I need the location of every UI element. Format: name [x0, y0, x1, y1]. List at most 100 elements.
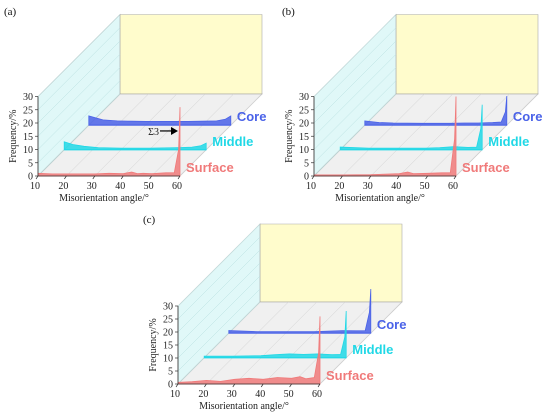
x-tick: [232, 383, 236, 388]
side-gridline: [37, 40, 121, 124]
x-tick-label: 50: [420, 181, 430, 192]
floor-gridline: [342, 93, 425, 177]
side-gridline: [313, 67, 397, 150]
floor-gridline: [151, 93, 234, 177]
panel-label: (c): [143, 214, 156, 226]
floor-gridline: [66, 93, 149, 177]
y-tick-label: 30: [23, 92, 33, 103]
series-area-surface: [313, 96, 457, 177]
x-tick: [396, 175, 400, 180]
x-tick: [177, 175, 181, 180]
side-gridline: [177, 301, 261, 385]
side-gridline: [177, 236, 261, 320]
side-gridline: [313, 93, 397, 177]
side-gridline: [37, 27, 121, 110]
floor-gridline: [455, 93, 539, 177]
x-tick: [120, 175, 124, 180]
y-tick-label: 15: [23, 132, 33, 143]
panel-label: (b): [282, 6, 295, 18]
y-tick-label: 20: [23, 119, 33, 130]
panel-label: (a): [4, 6, 17, 18]
x-tick-label: 20: [198, 389, 208, 400]
panel-1: Core Middle Surface 0 5 10 15 20 25 30 10 20 30 40 50 6…: [4, 6, 266, 204]
y-axis-title: Frequency/%: [8, 110, 19, 163]
series-area-middle: [203, 310, 347, 359]
floor-gridline: [234, 301, 317, 385]
x-tick: [368, 175, 372, 180]
x-tick-label: 60: [312, 389, 322, 400]
x-tick-label: 10: [306, 181, 316, 192]
side-gridline: [177, 249, 261, 333]
series-area-core: [228, 288, 372, 334]
x-tick: [92, 175, 96, 180]
x-tick: [204, 383, 207, 388]
series-label-surface: Surface: [186, 160, 234, 175]
panel-2: Core Middle Surface 0 5 10 15 20 25 30 10 20 30 40 50 6…: [282, 6, 542, 204]
x-tick: [35, 175, 39, 180]
series-area-middle: [63, 141, 207, 151]
side-gridline: [313, 54, 397, 137]
x-tick-label: 50: [284, 389, 294, 400]
series-label-middle: Middle: [352, 342, 393, 357]
x-tick-label: 40: [115, 181, 125, 192]
y-tick-label: 5: [28, 158, 33, 169]
series-label-middle: Middle: [212, 134, 253, 149]
x-tick: [289, 383, 292, 388]
floor-gridline: [399, 93, 482, 177]
side-gridline: [37, 54, 121, 137]
x-tick: [453, 175, 457, 180]
annotation-label: Σ3: [148, 127, 159, 138]
side-gridline: [37, 93, 121, 177]
x-tick-label: 30: [87, 181, 97, 192]
y-tick-label: 10: [23, 145, 33, 156]
y-tick-label: 5: [168, 367, 173, 378]
x-tick: [317, 383, 321, 388]
x-tick-label: 60: [448, 181, 458, 192]
y-tick-label: 0: [304, 172, 309, 183]
back-wall: [259, 223, 403, 303]
floor-gridline: [206, 301, 289, 385]
y-tick-label: 0: [28, 172, 33, 183]
y-tick-label: 20: [163, 328, 173, 339]
side-gridline: [313, 40, 397, 124]
side-gridline: [177, 223, 261, 307]
annotation-arrowhead: [171, 126, 178, 135]
floor-gridline: [263, 301, 346, 385]
floor-gridline: [123, 93, 206, 177]
side-gridline: [177, 262, 261, 346]
y-tick-label: 25: [299, 105, 309, 116]
side-gridline: [37, 14, 121, 97]
series-label-surface: Surface: [462, 160, 510, 175]
x-axis-title: Misorientation angle/°: [59, 193, 149, 204]
y-tick-label: 5: [304, 158, 309, 169]
x-tick-label: 30: [363, 181, 373, 192]
series-label-surface: Surface: [326, 368, 374, 383]
floor-gridline: [179, 93, 263, 177]
side-gridline: [177, 275, 261, 359]
x-axis-title: Misorientation angle/°: [335, 193, 425, 204]
x-tick-label: 10: [170, 389, 180, 400]
y-tick-label: 25: [23, 105, 33, 116]
x-tick-label: 50: [144, 181, 154, 192]
side-gridline: [177, 288, 261, 372]
side-gridline: [313, 14, 397, 97]
series-area-core: [364, 95, 508, 126]
y-tick-label: 10: [299, 145, 309, 156]
side-gridline: [37, 80, 121, 163]
x-tick: [149, 175, 152, 180]
side-gridline: [37, 67, 121, 150]
side-gridline: [313, 27, 397, 110]
y-tick-label: 30: [299, 92, 309, 103]
series-label-core: Core: [513, 109, 543, 124]
x-tick-label: 20: [58, 181, 68, 192]
y-tick-label: 20: [299, 119, 309, 130]
series-area-surface: [37, 107, 181, 177]
x-tick-label: 20: [334, 181, 344, 192]
x-tick-label: 30: [227, 389, 237, 400]
x-tick: [311, 175, 315, 180]
y-axis-title: Frequency/%: [284, 110, 295, 163]
series-area-surface: [177, 316, 321, 385]
y-axis-title: Frequency/%: [148, 318, 159, 371]
x-tick: [260, 383, 264, 388]
x-tick-label: 40: [255, 389, 265, 400]
